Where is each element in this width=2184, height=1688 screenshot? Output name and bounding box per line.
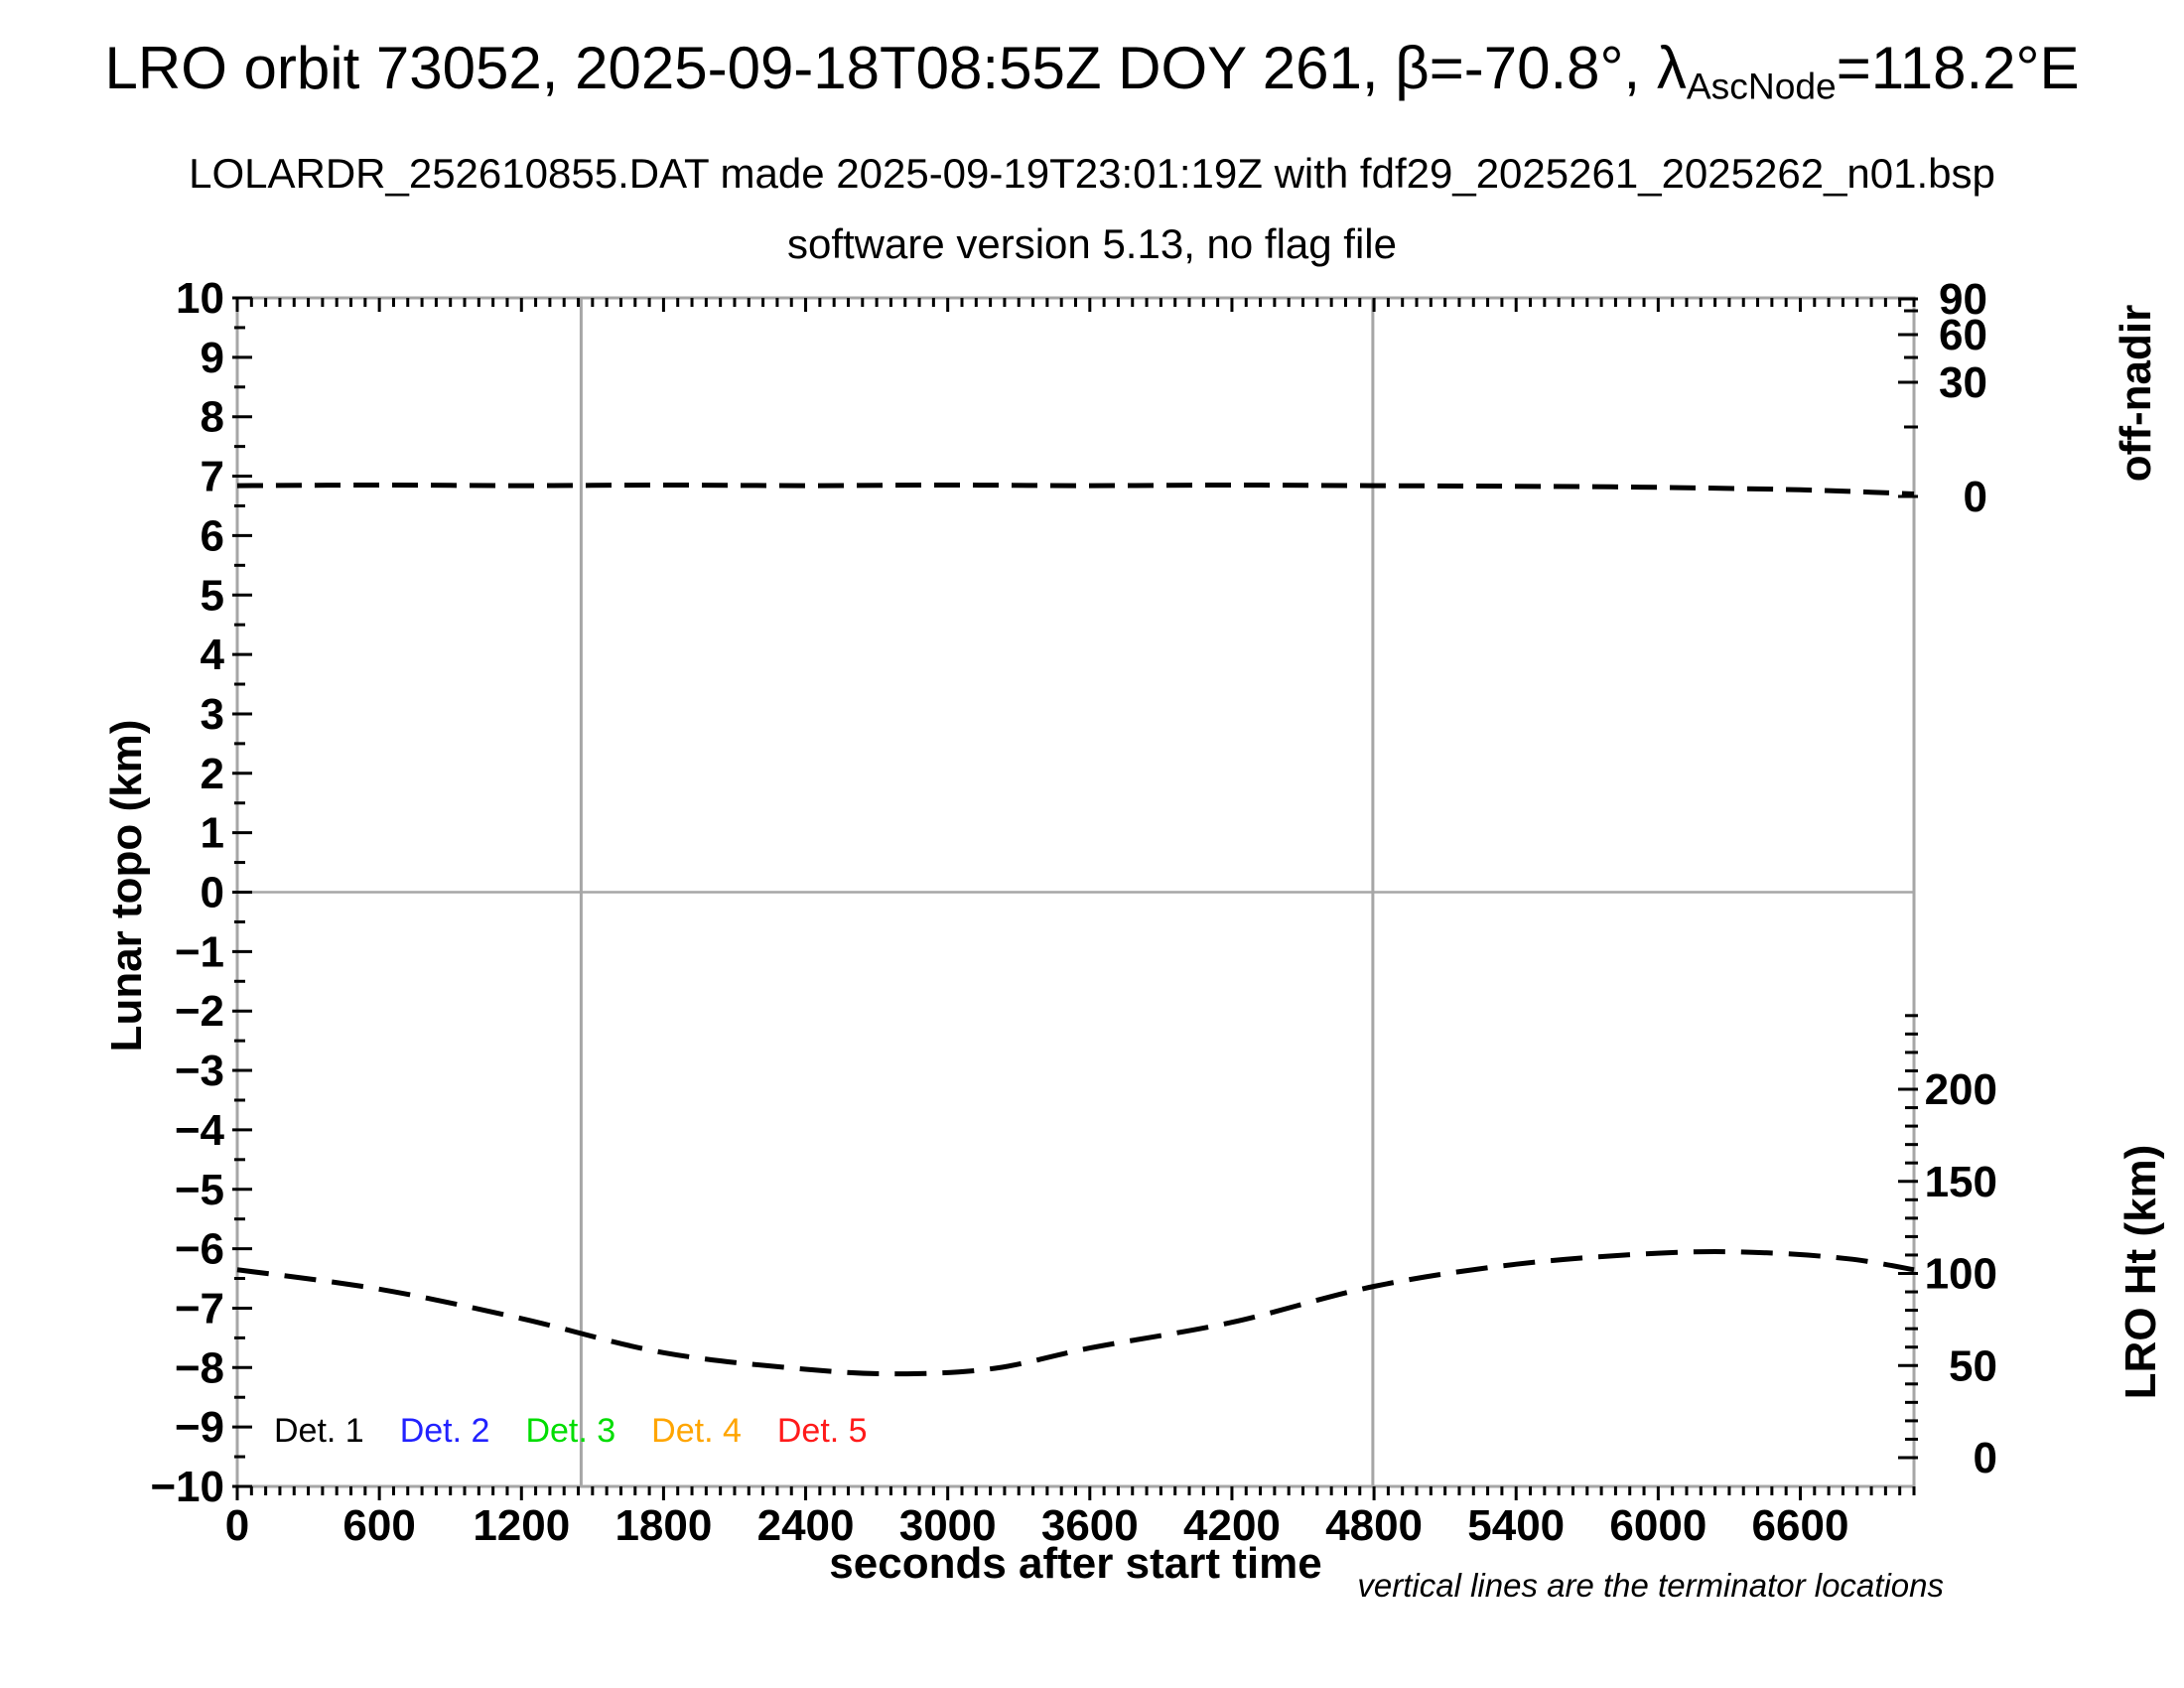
y-tick-label: 7 [201, 453, 224, 501]
page-title: LRO orbit 73052, 2025-09-18T08:55Z DOY 2… [0, 34, 2184, 107]
title-subscript: AscNode [1686, 65, 1837, 107]
y-axis-title-lunar-topo: Lunar topo (km) [102, 719, 151, 1053]
x-tick-label: 4200 [1183, 1501, 1281, 1550]
y-tick-label: 4 [201, 631, 225, 679]
y-axis-title-off-nadir: off-nadir [2112, 304, 2160, 483]
x-tick-label: 2400 [757, 1501, 855, 1550]
x-tick-label: 1200 [473, 1501, 570, 1550]
title-main: LRO orbit 73052, 2025-09-18T08:55Z DOY 2… [104, 35, 1687, 101]
lro-ht-tick-label: 100 [1925, 1250, 1997, 1299]
legend-item-det5: Det. 5 [776, 1412, 868, 1450]
y-tick-label: 9 [201, 334, 224, 382]
off-nadir-tick-label: 30 [1939, 358, 1987, 407]
x-tick-label: 1800 [614, 1501, 712, 1550]
off-nadir-tick-label: 60 [1939, 311, 1987, 359]
y-tick-label: −6 [175, 1225, 224, 1274]
y-tick-label: −9 [175, 1403, 224, 1452]
y-tick-label: 0 [201, 869, 224, 917]
lro-ht-tick-label: 0 [1974, 1434, 1997, 1482]
lro-height-curve [236, 1249, 1915, 1377]
y-tick-label: 5 [201, 571, 224, 620]
y-tick-label: 1 [201, 809, 224, 858]
x-tick-label: 6000 [1609, 1501, 1706, 1550]
y-tick-label: 2 [201, 750, 224, 798]
off-nadir-tick-label: 90 [1939, 275, 1987, 324]
x-tick-label: 6600 [1752, 1501, 1849, 1550]
legend-item-det1: Det. 1 [274, 1412, 364, 1450]
y-tick-label: 10 [176, 274, 224, 323]
y-tick-label: −3 [175, 1047, 224, 1095]
x-tick-label: 4800 [1325, 1501, 1423, 1550]
x-tick-label: 600 [342, 1501, 415, 1550]
x-tick-label: 0 [225, 1501, 249, 1550]
legend-item-det3: Det. 3 [525, 1412, 616, 1450]
title-suffix: =118.2°E [1836, 35, 2080, 101]
x-tick-label: 5400 [1467, 1501, 1565, 1550]
terminator-footnote: vertical lines are the terminator locati… [1357, 1567, 1944, 1604]
x-tick-label: 3600 [1041, 1501, 1139, 1550]
lro-ht-tick-label: 200 [1925, 1065, 1997, 1114]
y-tick-label: −10 [150, 1463, 224, 1511]
x-axis-title: seconds after start time [829, 1539, 1322, 1588]
y-tick-label: 6 [201, 511, 224, 560]
y-axis-title-lro-height: LRO Ht (km) [2116, 1144, 2165, 1400]
detector-legend: Det. 1 Det. 2 Det. 3 Det. 4 Det. 5 [274, 1412, 868, 1451]
y-tick-label: −1 [175, 927, 224, 976]
legend-item-det4: Det. 4 [651, 1412, 742, 1450]
y-tick-label: −7 [175, 1284, 224, 1333]
off-nadir-tick-label: 0 [1964, 473, 1987, 521]
legend-item-det2: Det. 2 [399, 1412, 490, 1450]
y-tick-label: −5 [175, 1166, 224, 1214]
lro-ht-tick-label: 150 [1925, 1158, 1997, 1206]
x-tick-label: 3000 [899, 1501, 997, 1550]
y-tick-label: −2 [175, 987, 224, 1036]
subtitle-software-version: software version 5.13, no flag file [786, 220, 1397, 267]
off-nadir-angle-curve [236, 482, 1915, 496]
subtitle-datafile: LOLARDR_252610855.DAT made 2025-09-19T23… [189, 150, 1995, 197]
y-tick-label: 8 [201, 393, 224, 442]
y-tick-label: −8 [175, 1343, 224, 1392]
lro-ht-tick-label: 50 [1949, 1341, 1997, 1390]
y-tick-label: −4 [175, 1106, 225, 1155]
y-tick-label: 3 [201, 690, 224, 739]
